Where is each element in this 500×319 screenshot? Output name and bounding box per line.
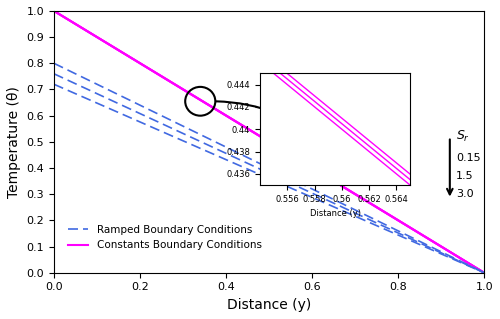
- Text: 1.5: 1.5: [456, 171, 474, 181]
- Y-axis label: Temperature (θ): Temperature (θ): [7, 86, 21, 198]
- X-axis label: Distance (y): Distance (y): [310, 209, 360, 218]
- Text: $S_r$: $S_r$: [456, 129, 470, 144]
- Legend: Ramped Boundary Conditions, Constants Boundary Conditions: Ramped Boundary Conditions, Constants Bo…: [64, 221, 266, 255]
- X-axis label: Distance (y): Distance (y): [227, 298, 311, 312]
- Text: 0.15: 0.15: [456, 152, 481, 163]
- Text: 3.0: 3.0: [456, 189, 474, 199]
